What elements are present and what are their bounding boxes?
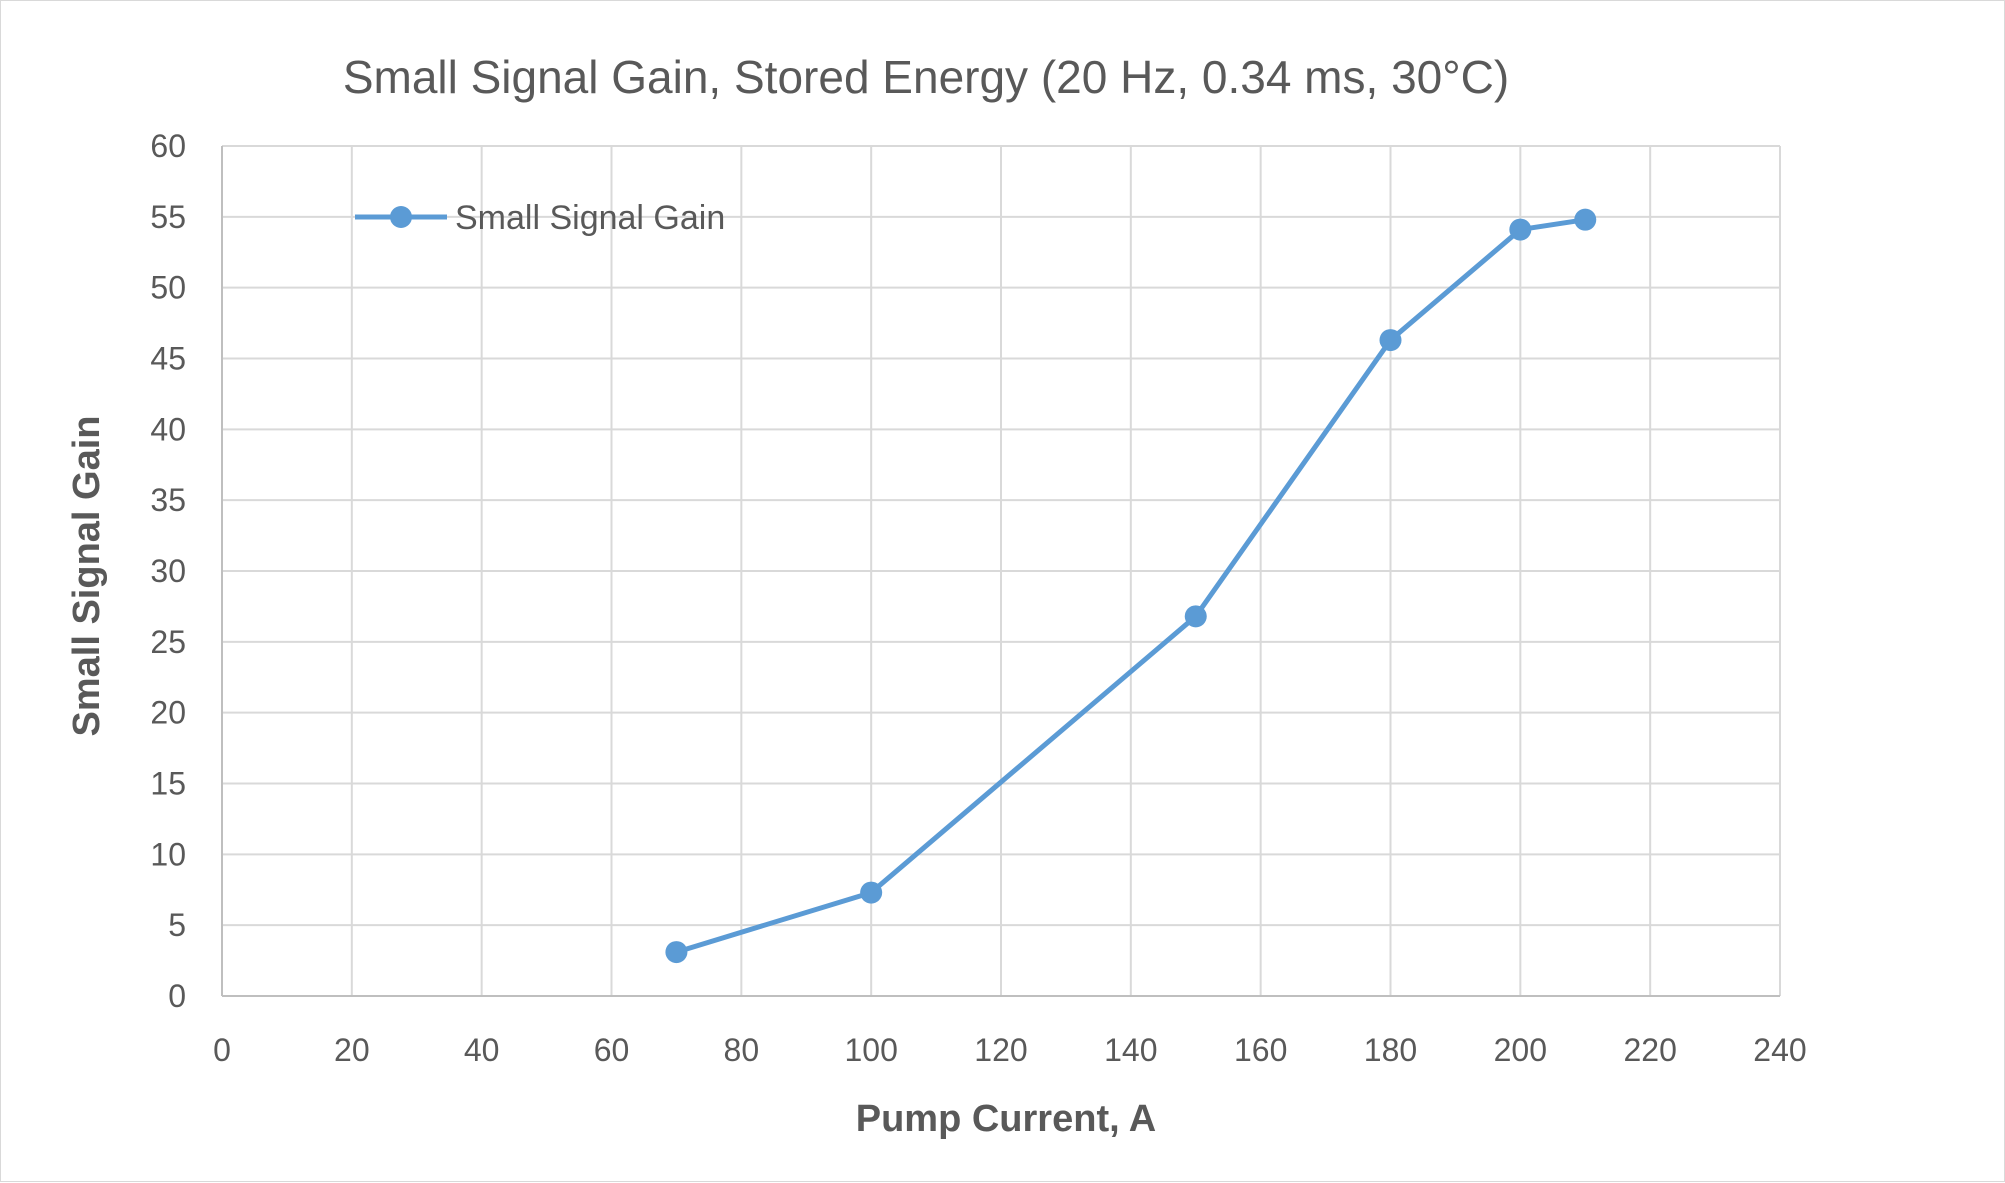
data-point [1379, 329, 1402, 352]
x-tick-label: 160 [1234, 1032, 1287, 1068]
y-tick-label: 10 [150, 836, 186, 872]
chart-title: Small Signal Gain, Stored Energy (20 Hz,… [343, 51, 1509, 103]
x-tick-label: 0 [213, 1032, 231, 1068]
data-point [1184, 605, 1207, 628]
series-layer [665, 208, 1597, 964]
y-tick-label: 30 [150, 553, 186, 589]
x-axis-ticks: 0 20 40 60 80 100 120 140 160 180 200 220 240 [213, 1032, 1807, 1068]
x-tick-label: 240 [1753, 1032, 1806, 1068]
x-tick-label: 60 [594, 1032, 630, 1068]
x-tick-label: 220 [1623, 1032, 1676, 1068]
y-tick-label: 20 [150, 695, 186, 731]
legend: Small Signal Gain [355, 199, 725, 237]
y-tick-label: 25 [150, 624, 186, 660]
y-tick-label: 40 [150, 411, 186, 447]
gridlines [222, 145, 1781, 996]
y-tick-label: 0 [168, 978, 186, 1014]
legend-label: Small Signal Gain [455, 199, 725, 237]
y-axis-title: Small Signal Gain [66, 416, 108, 737]
y-tick-label: 45 [150, 341, 186, 377]
x-tick-label: 40 [464, 1032, 500, 1068]
y-tick-label: 35 [150, 482, 186, 518]
x-tick-label: 120 [974, 1032, 1027, 1068]
y-axis-ticks: 0 5 10 15 20 25 30 35 40 45 50 55 60 [150, 128, 186, 1014]
x-tick-label: 180 [1364, 1032, 1417, 1068]
y-tick-label: 60 [150, 128, 186, 164]
x-tick-label: 20 [334, 1032, 370, 1068]
legend-marker-swatch [390, 206, 412, 228]
y-tick-label: 55 [150, 199, 186, 235]
x-tick-label: 100 [844, 1032, 897, 1068]
y-tick-label: 15 [150, 766, 186, 802]
x-tick-label: 140 [1104, 1032, 1157, 1068]
data-point [1574, 208, 1597, 231]
data-point [665, 941, 688, 964]
x-axis-title: Pump Current, A [856, 1098, 1157, 1140]
x-tick-label: 200 [1494, 1032, 1547, 1068]
y-tick-label: 50 [150, 270, 186, 306]
data-point [860, 881, 883, 904]
data-point [1509, 218, 1532, 241]
y-tick-label: 5 [168, 907, 186, 943]
x-tick-label: 80 [724, 1032, 760, 1068]
axes [221, 146, 1780, 997]
